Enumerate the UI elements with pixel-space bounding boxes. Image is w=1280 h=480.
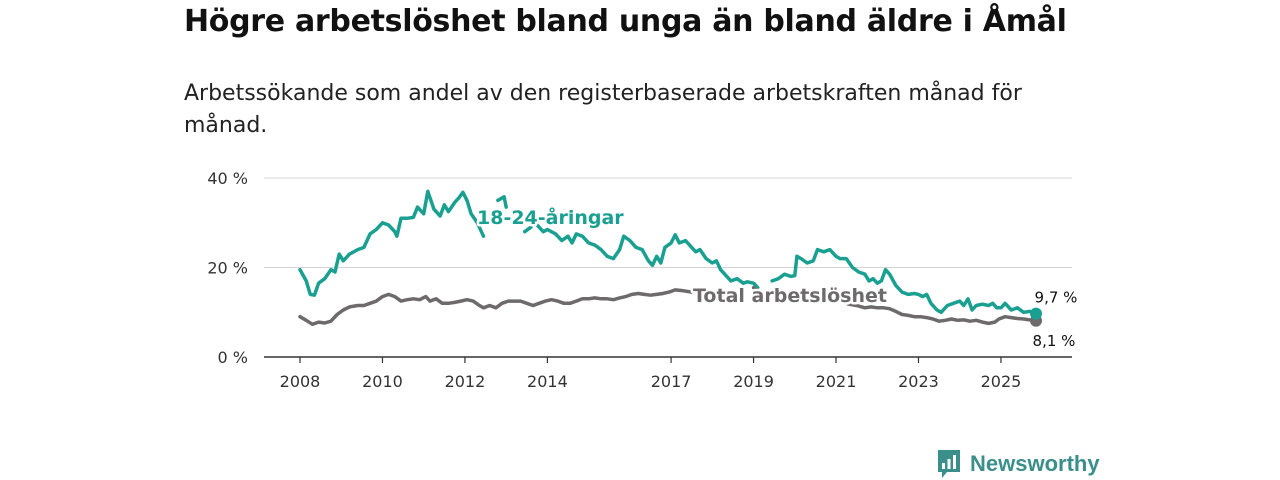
series-line	[751, 285, 758, 292]
y-tick-label: 40 %	[207, 169, 248, 188]
series-line	[770, 247, 1038, 316]
chart-title: Högre arbetslöshet bland unga än bland ä…	[184, 4, 1067, 39]
series-line	[298, 288, 694, 327]
x-tick-label: 2025	[981, 372, 1022, 391]
series-lines	[298, 189, 1042, 327]
end-value-label: 9,7 %	[1035, 289, 1078, 307]
x-tick-label: 2019	[733, 372, 774, 391]
series-line	[522, 225, 533, 234]
x-tick-label: 2023	[898, 372, 939, 391]
series-end-marker	[1030, 307, 1042, 320]
x-tick-label: 2014	[527, 372, 568, 391]
series-line	[535, 223, 760, 290]
newsworthy-logo-icon	[938, 450, 960, 478]
series-line	[298, 189, 486, 297]
y-tick-label: 0 %	[218, 348, 248, 367]
series-line	[496, 195, 508, 209]
brand-logo: Newsworthy	[936, 448, 1100, 480]
chart-subtitle: Arbetssökande som andel av den registerb…	[184, 81, 1022, 138]
x-tick-label: 2008	[280, 372, 321, 391]
x-axis	[299, 357, 1002, 363]
x-tick-label: 2021	[816, 372, 857, 391]
x-tick-label: 2017	[651, 372, 692, 391]
x-tick-label: 2010	[362, 372, 403, 391]
series-name-label: Total arbetslöshet	[693, 285, 887, 307]
series-name-label: 18-24-åringar	[477, 205, 624, 229]
x-tick-label: 2012	[445, 372, 486, 391]
grid-lines	[264, 177, 1072, 358]
series-line	[846, 302, 1038, 326]
brand-name: Newsworthy	[970, 451, 1100, 476]
end-value-label: 8,1 %	[1033, 332, 1076, 350]
y-tick-label: 20 %	[207, 259, 248, 278]
chart-labels: 0 % 20 % 40 % 2008 2010 2012 2014 2017 2019 2021 2…	[207, 169, 1077, 391]
